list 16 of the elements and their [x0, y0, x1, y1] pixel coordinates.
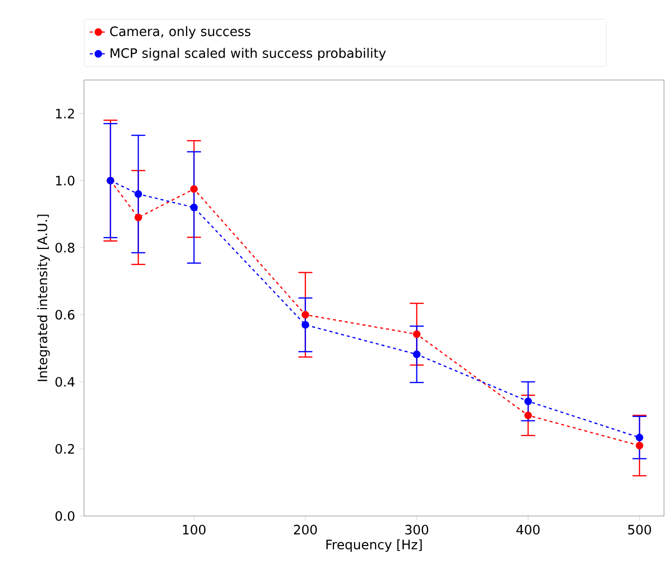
y-tick-label: 1.0 — [56, 176, 74, 186]
y-tick-label: 0.6 — [56, 310, 74, 320]
x-tick-label: 100 — [183, 524, 206, 535]
x-tick-label: 300 — [405, 524, 428, 535]
y-tick-label: 1.2 — [56, 108, 74, 118]
y-tick-label: 0.8 — [56, 242, 74, 253]
x-tick-label: 200 — [294, 524, 317, 535]
y-tick-label: 0.0 — [56, 511, 74, 521]
legend-label: MCP signal scaled with success probability — [110, 48, 386, 60]
y-tick-label: 0.2 — [56, 444, 74, 454]
x-tick-label: 400 — [516, 524, 540, 535]
legend-label: Camera, only success — [110, 26, 250, 39]
y-tick-label: 0.4 — [56, 376, 75, 387]
x-axis-title: Frequency [Hz] — [326, 539, 422, 552]
y-axis-title: Integrated intensity [A.U.] — [37, 214, 50, 382]
x-tick-label: 500 — [628, 524, 651, 535]
